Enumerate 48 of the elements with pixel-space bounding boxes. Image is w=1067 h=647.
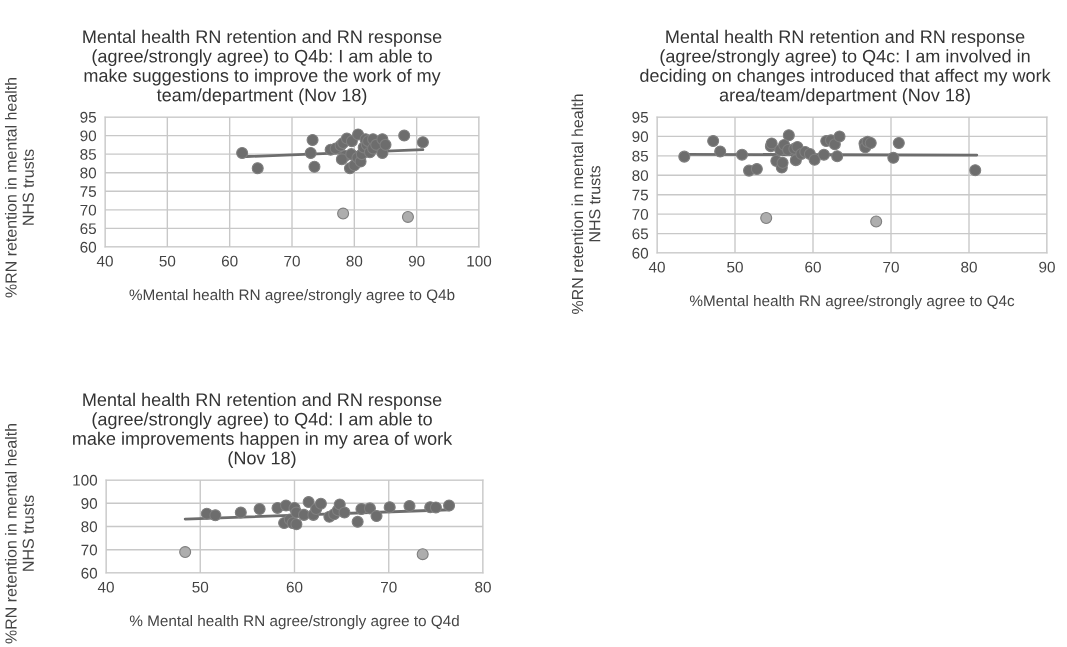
y-tick-label: 85	[80, 149, 97, 160]
x-tick-label: 90	[408, 255, 425, 267]
y-tick-label: 90	[80, 130, 97, 142]
y-tick-label: 75	[80, 186, 97, 197]
y-tick-label: 100	[73, 474, 98, 486]
x-tick-label: 60	[221, 255, 238, 267]
x-tick-label: 70	[883, 261, 899, 273]
y-tick-label: 80	[632, 170, 649, 181]
y-tick-label: 75	[632, 189, 649, 201]
x-tick-label: 70	[284, 255, 300, 267]
chart-title: Mental health RN retention and RN response (agree/strongly agree) to Q4d: I am able to make improvements happen in my area of work (Nov 18)	[73, 392, 453, 468]
x-tick-label: 40	[96, 255, 113, 267]
x-tick-label: 100	[467, 255, 492, 267]
x-tick-label: 40	[97, 581, 114, 593]
y-tick-label: 60	[80, 241, 97, 253]
x-tick-label: 50	[727, 261, 743, 273]
y-tick-label: 60	[81, 567, 98, 579]
x-tick-label: 50	[159, 255, 176, 267]
x-tick-label: 60	[286, 581, 303, 593]
x-axis-title: %Mental health RN agree/strongly agree to Q4c	[689, 295, 1015, 310]
chart-title: Mental health RN retention and RN response (agree/strongly agree) to Q4c: I am involved in deciding on changes introduced that affect my work area/team/department (Nov 18)	[640, 29, 1051, 105]
x-tick-label: 90	[1039, 261, 1055, 273]
y-tick-label: 80	[81, 521, 98, 533]
y-tick-label: 60	[632, 247, 649, 259]
y-tick-label: 65	[80, 223, 97, 235]
x-tick-label: 40	[648, 261, 665, 273]
x-tick-label: 80	[346, 255, 363, 267]
y-tick-label: 70	[81, 544, 98, 556]
y-tick-label: 90	[81, 498, 98, 509]
y-axis-title: %RN retention in mental health NHS trusts	[4, 78, 34, 298]
chart-title: Mental health RN retention and RN response (agree/strongly agree) to Q4b: I am able to make suggestions to improve the work of my team/department (Nov 18)	[83, 29, 442, 105]
y-tick-label: 95	[80, 111, 97, 123]
y-tick-label: 65	[632, 228, 649, 240]
y-tick-label: 90	[632, 131, 649, 143]
y-tick-label: 70	[632, 209, 649, 220]
x-axis-title: %Mental health RN agree/strongly agree to Q4b	[129, 289, 455, 304]
x-axis-title: % Mental health RN agree/strongly agree to Q4d	[129, 615, 459, 630]
y-axis-title: %RN retention in mental health NHS trusts	[571, 94, 601, 314]
x-tick-label: 70	[381, 581, 397, 593]
y-axis-title: %RN retention in mental health NHS trusts	[4, 424, 34, 644]
x-tick-label: 60	[805, 261, 821, 273]
y-tick-label: 85	[632, 150, 649, 162]
x-tick-label: 50	[192, 581, 209, 593]
x-tick-label: 80	[961, 261, 977, 273]
x-tick-label: 80	[475, 581, 491, 593]
y-tick-label: 95	[632, 111, 649, 123]
y-tick-label: 80	[80, 167, 97, 179]
y-tick-label: 70	[80, 204, 97, 216]
